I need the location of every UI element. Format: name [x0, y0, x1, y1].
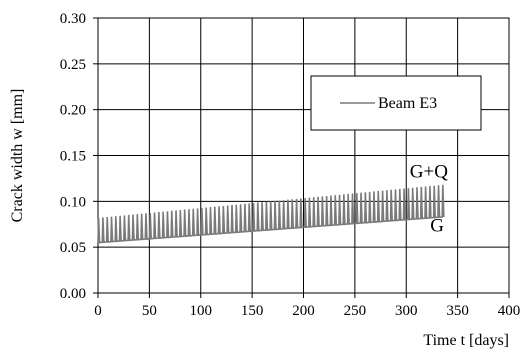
chart-series	[97, 184, 445, 244]
y-tick-label: 0.05	[60, 240, 86, 256]
y-axis-title: Crack width w [mm]	[9, 89, 26, 223]
legend-label: Beam E3	[378, 95, 437, 112]
y-tick-label: 0.20	[60, 103, 86, 119]
y-tick-label: 0.30	[60, 11, 86, 27]
y-tick-label: 0.00	[60, 286, 86, 302]
x-tick-label: 400	[498, 303, 521, 319]
chart-tick-labels: 0 50 100 150 200 250 300 350 400 0.00 0.05 0.10 0.15…	[60, 11, 521, 319]
chart-legend: Beam E3	[310, 75, 482, 131]
x-tick-label: 200	[292, 303, 315, 319]
chart-grid	[93, 17, 510, 298]
x-tick-label: 250	[344, 303, 367, 319]
x-axis-title: Time t [days]	[423, 332, 509, 349]
series-line-beam-e3	[97, 184, 445, 244]
y-tick-label: 0.10	[60, 194, 86, 210]
x-tick-label: 350	[446, 303, 469, 319]
legend-box	[310, 75, 482, 131]
plot-frame	[97, 17, 510, 294]
x-tick-label: 150	[241, 303, 264, 319]
y-tick-label: 0.15	[60, 149, 86, 165]
chart-annotations: G+Q G	[410, 162, 448, 237]
x-tick-label: 300	[395, 303, 418, 319]
y-tick-label: 0.25	[60, 57, 86, 73]
x-tick-label: 0	[94, 303, 102, 319]
x-tick-label: 100	[190, 303, 213, 319]
annotation-label: G	[430, 216, 444, 237]
annotation-label: G+Q	[410, 162, 448, 183]
x-tick-label: 50	[142, 303, 157, 319]
